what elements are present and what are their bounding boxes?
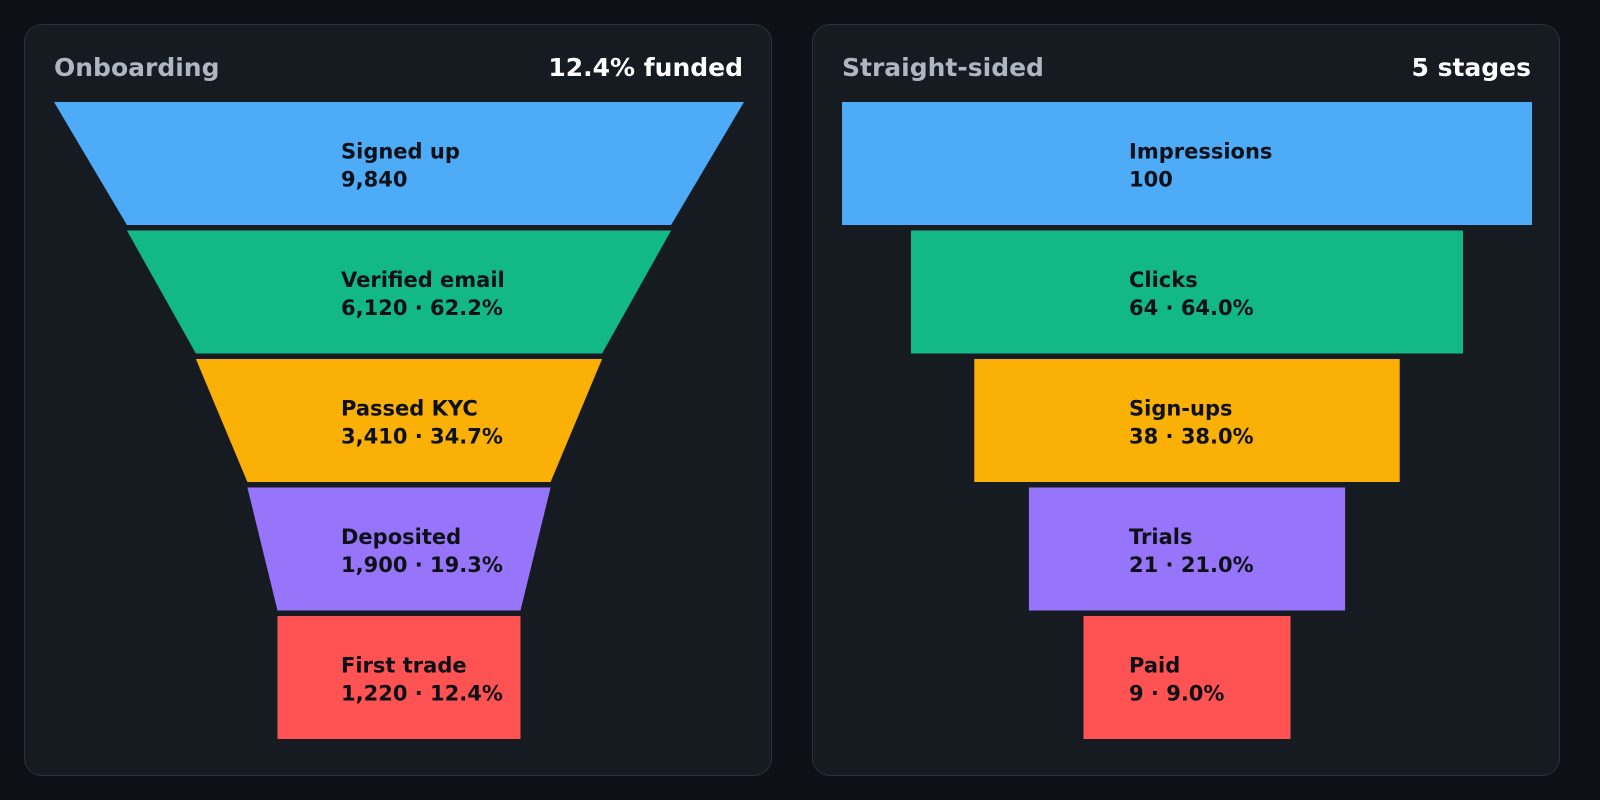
panel-summary: 12.4% funded <box>548 53 743 82</box>
stage-value-label: 9,840 <box>341 168 407 192</box>
funnel-stage-1 <box>911 230 1463 354</box>
funnel-stage-2 <box>195 359 603 482</box>
stage-name-label: Sign-ups <box>1129 397 1233 421</box>
onboarding-panel: Onboarding 12.4% funded Signed up 9,840 Ve… <box>24 24 772 776</box>
stage-value-label: 9 · 9.0% <box>1129 682 1224 706</box>
stage-name-label: Deposited <box>341 525 461 549</box>
stage-label-0: Signed up 9,840 <box>341 140 460 192</box>
straight-sided-panel: Straight-sided 5 stages Impressions 100 Cl… <box>812 24 1560 776</box>
stage-name-label: Verified email <box>341 268 505 292</box>
stage-label-4: Paid 9 · 9.0% <box>1129 654 1224 706</box>
funnel-stage-3 <box>1028 487 1346 611</box>
stage-label-2: Sign-ups 38 · 38.0% <box>1129 397 1254 449</box>
stage-value-label: 1,900 · 19.3% <box>341 553 503 577</box>
stage-label-1: Clicks 64 · 64.0% <box>1129 268 1254 320</box>
stage-value-label: 64 · 64.0% <box>1129 296 1254 320</box>
stage-value-label: 3,410 · 34.7% <box>341 425 503 449</box>
funnel-stage-0 <box>54 102 744 225</box>
onboarding-funnel-chart: Signed up 9,840 Verified email 6,120 · 62.2… <box>54 102 744 739</box>
stage-value-label: 21 · 21.0% <box>1129 553 1254 577</box>
stage-name-label: Impressions <box>1129 140 1272 164</box>
stage-value-label: 6,120 · 62.2% <box>341 296 503 320</box>
funnel-stage-2 <box>974 359 1400 482</box>
funnel-stage-1 <box>126 230 672 354</box>
panel-title: Straight-sided <box>842 53 1044 82</box>
stage-name-label: Trials <box>1129 525 1192 549</box>
stage-label-3: Trials 21 · 21.0% <box>1129 525 1254 577</box>
stage-name-label: Signed up <box>341 140 460 164</box>
stage-label-0: Impressions 100 <box>1129 140 1272 192</box>
panel-title: Onboarding <box>54 53 220 82</box>
funnel-stage-3 <box>247 487 551 611</box>
stage-label-3: Deposited 1,900 · 19.3% <box>341 525 503 577</box>
stage-value-label: 38 · 38.0% <box>1129 425 1254 449</box>
stage-name-label: Clicks <box>1129 268 1198 292</box>
straight-sided-funnel-chart: Impressions 100 Clicks 64 · 64.0% Sign-ups 38… <box>842 102 1532 739</box>
funnel-stage-4 <box>277 616 521 739</box>
funnel-stage-4 <box>1083 616 1291 739</box>
stage-name-label: Paid <box>1129 654 1180 678</box>
stage-value-label: 100 <box>1129 168 1173 192</box>
stage-value-label: 1,220 · 12.4% <box>341 682 503 706</box>
stage-label-2: Passed KYC 3,410 · 34.7% <box>341 397 503 449</box>
stage-name-label: First trade <box>341 654 467 678</box>
stage-label-1: Verified email 6,120 · 62.2% <box>341 268 505 320</box>
stage-name-label: Passed KYC <box>341 397 478 421</box>
stage-label-4: First trade 1,220 · 12.4% <box>341 654 503 706</box>
funnel-stage-0 <box>842 102 1532 225</box>
panel-summary: 5 stages <box>1411 53 1531 82</box>
